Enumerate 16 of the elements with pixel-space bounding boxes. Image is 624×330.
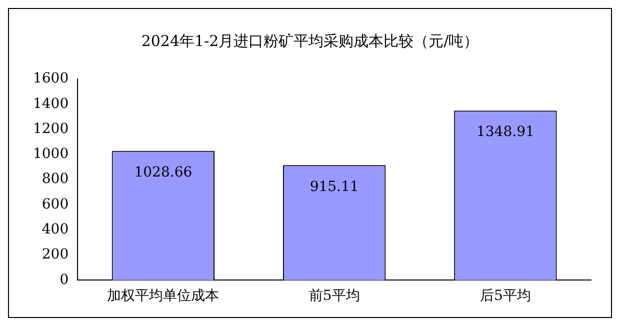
x-tick-label: 前5平均 [308, 288, 360, 304]
data-label: 1348.91 [476, 124, 534, 140]
y-tick-label: 1600 [32, 70, 69, 87]
y-tick-label: 400 [42, 222, 69, 238]
y-tick-label: 1000 [32, 146, 69, 162]
x-tick-label: 后5平均 [480, 288, 531, 304]
y-tick-label: 600 [42, 196, 69, 212]
x-tick-label: 加权平均单位成本 [107, 288, 220, 304]
y-tick-label: 0 [60, 272, 69, 288]
y-tick-label: 1400 [32, 96, 69, 112]
data-label: 1028.66 [134, 164, 192, 180]
chart-title: 2024年1-2月进口粉矿平均采购成本比较（元/吨） [141, 32, 479, 50]
y-tick-label: 200 [42, 246, 69, 263]
data-label: 915.11 [310, 178, 359, 195]
y-tick-label: 1200 [32, 120, 69, 137]
y-tick-label: 800 [42, 171, 69, 188]
